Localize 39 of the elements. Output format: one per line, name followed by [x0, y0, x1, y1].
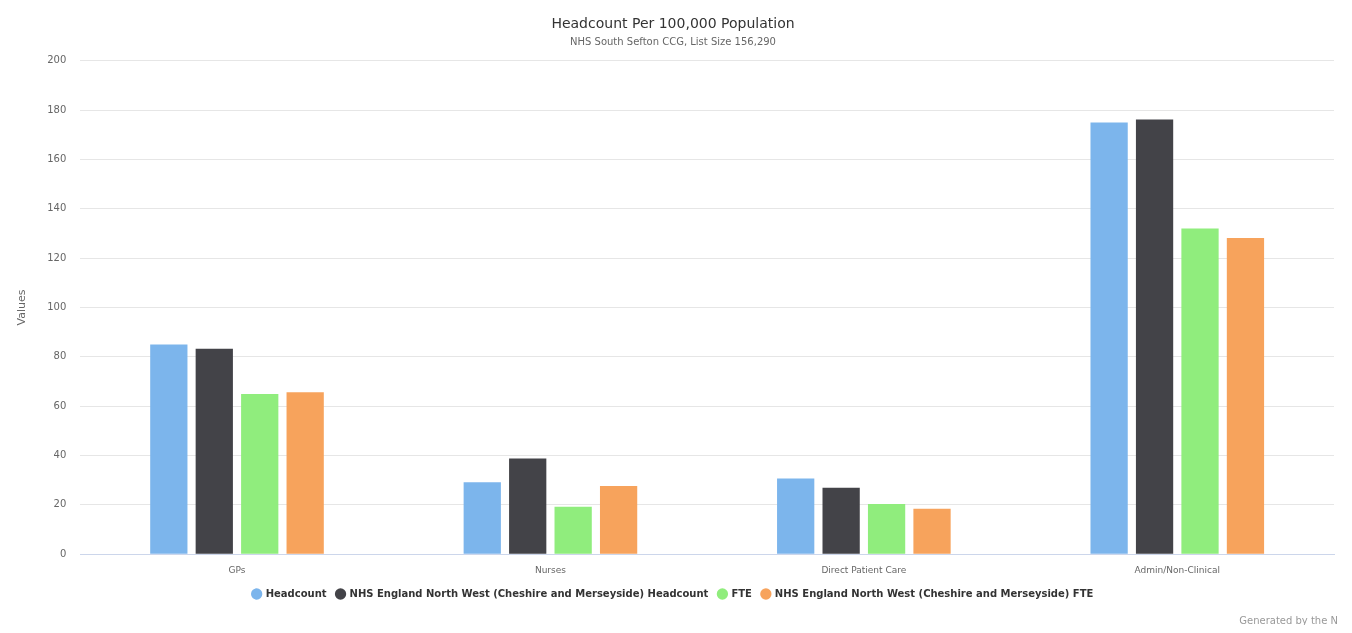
bar [1090, 122, 1128, 554]
bar [554, 506, 592, 554]
y-tick-label: 200 [47, 54, 67, 66]
y-tick-label: 0 [59, 547, 67, 559]
legend-label: FTE [731, 587, 753, 599]
x-tick-label: Admin/Non-Clinical [1134, 564, 1220, 575]
bar [1226, 237, 1265, 554]
y-tick-label: 100 [47, 301, 67, 313]
legend-label: NHS England North West (Cheshire and Merseyside) FTE [774, 587, 1094, 599]
y-tick-label: 120 [47, 251, 67, 263]
x-tick-label: Direct Patient Care [821, 564, 907, 575]
text: Generated by the N [1239, 614, 1338, 626]
y-tick-label: 80 [53, 350, 67, 362]
bar [777, 478, 815, 554]
bar [599, 486, 638, 554]
x-tick-label: GPs [228, 564, 246, 575]
bar [1181, 228, 1219, 554]
chart-subtitle: NHS South Sefton CCG, List Size 156,290 [570, 36, 776, 48]
legend-label: Headcount [265, 587, 327, 599]
y-tick-label: 20 [53, 498, 67, 510]
bar [1135, 119, 1174, 554]
bar [195, 348, 233, 554]
bar [867, 504, 906, 554]
bar [822, 487, 860, 554]
bar [913, 508, 951, 554]
y-tick-label: 180 [47, 103, 67, 115]
legend-label: NHS England North West (Cheshire and Merseyside) Headcount [349, 587, 709, 599]
y-axis-title: Values [15, 289, 29, 326]
y-tick-label: 160 [47, 153, 67, 165]
bar [150, 344, 188, 554]
bar [509, 458, 547, 554]
x-tick-label: Nurses [534, 564, 567, 575]
y-tick-label: 40 [53, 449, 67, 461]
bar [463, 482, 501, 554]
y-tick-label: 140 [47, 202, 67, 214]
chart-title: Headcount Per 100,000 Population [551, 15, 795, 32]
bar [241, 394, 279, 554]
bar [286, 392, 324, 554]
y-tick-label: 60 [53, 399, 67, 411]
